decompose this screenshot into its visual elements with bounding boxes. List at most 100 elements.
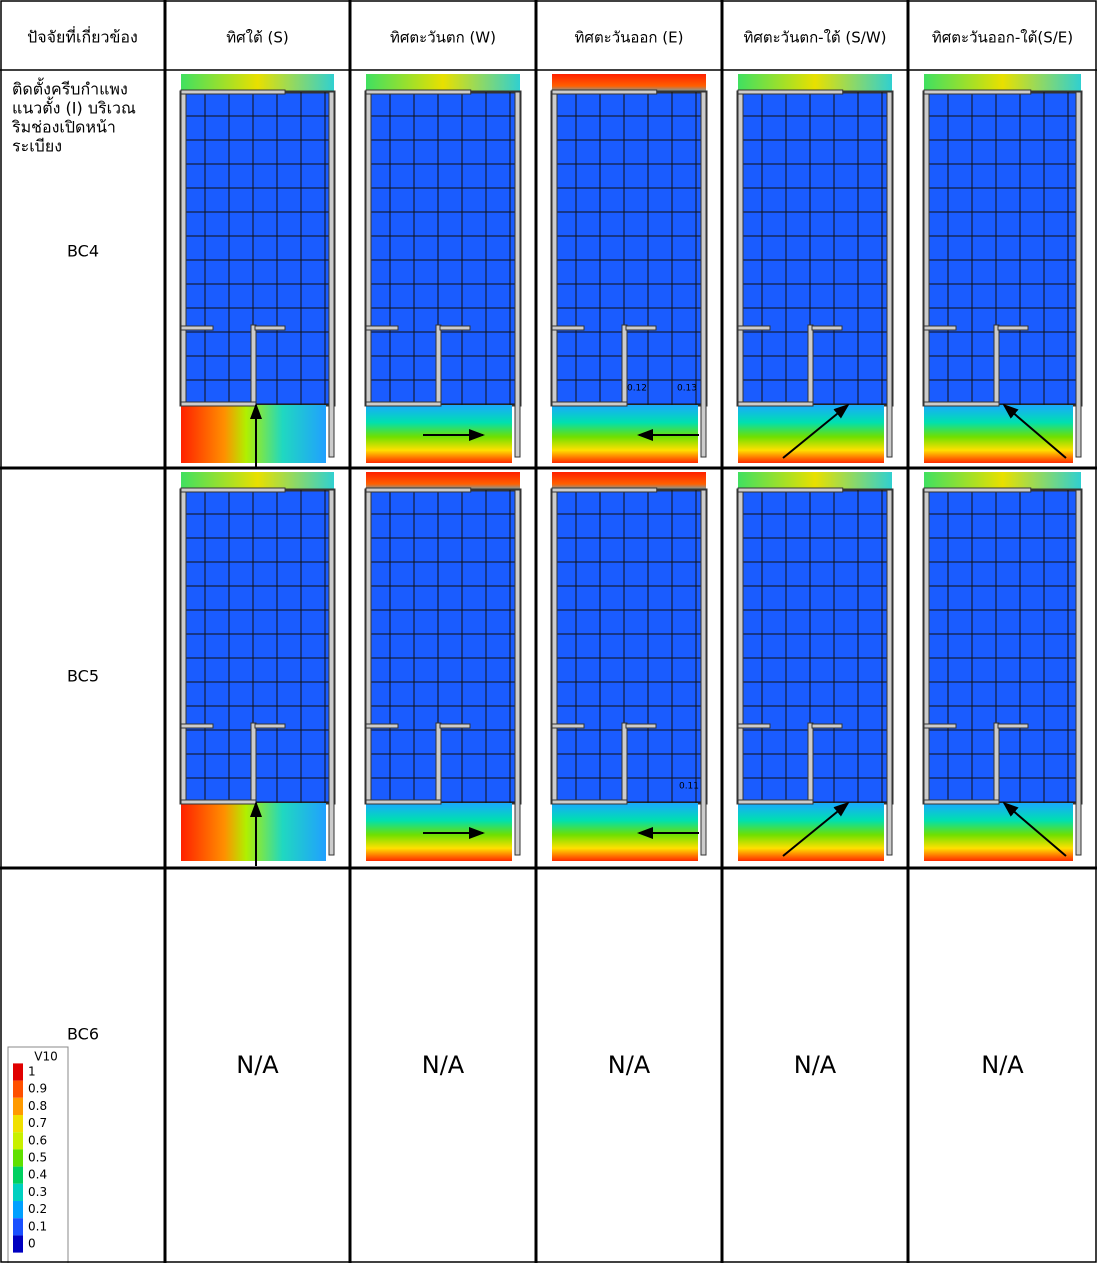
bottom-zone — [181, 405, 326, 463]
wall — [255, 326, 285, 330]
legend-swatch — [13, 1167, 23, 1184]
room — [366, 92, 520, 405]
legend-label: 0.8 — [28, 1099, 47, 1113]
room — [181, 92, 334, 405]
legend-swatch — [13, 1184, 23, 1201]
value-label: 0.12 — [627, 384, 647, 394]
description: ระเบียง — [12, 137, 62, 156]
value-label: 0.13 — [677, 384, 697, 394]
wall — [701, 92, 706, 457]
wall — [808, 723, 813, 803]
cfd-plot — [924, 472, 1081, 861]
wall — [808, 325, 813, 405]
wall — [701, 490, 706, 855]
bottom-zone — [181, 803, 326, 861]
room — [552, 92, 706, 405]
description: ริมช่องเปิดหน้า — [12, 118, 116, 137]
wall — [738, 490, 743, 803]
wall — [626, 326, 656, 330]
wall — [436, 723, 441, 803]
bottom-zone — [924, 405, 1073, 463]
na-cell: N/A — [236, 1051, 279, 1079]
wall — [622, 723, 627, 803]
wall — [812, 724, 842, 728]
header-cell: ทิศตะวันออก-ใต้(S/E) — [932, 29, 1073, 47]
legend-label: 0.7 — [28, 1116, 47, 1130]
legend-label: 0 — [28, 1237, 36, 1251]
legend-swatch — [13, 1201, 23, 1218]
legend-swatch — [13, 1149, 23, 1166]
wall — [626, 724, 656, 728]
legend-swatch — [13, 1081, 23, 1098]
wall — [181, 90, 285, 94]
header-cell: ปัจจัยที่เกี่ยวข้อง — [27, 26, 138, 47]
description: ติดตั้งครีบกำแพง — [12, 78, 128, 99]
wall — [887, 490, 892, 855]
wall — [552, 490, 557, 803]
wall — [515, 490, 520, 855]
page: ปัจจัยที่เกี่ยวข้อง ทิศใต้ (S) ทิศตะวันตก … — [0, 0, 1097, 1263]
wall — [738, 800, 813, 804]
wall — [366, 402, 441, 406]
cfd-plot — [366, 74, 520, 463]
wall — [181, 402, 256, 406]
wall — [366, 488, 471, 492]
wall — [552, 724, 584, 728]
wall — [924, 402, 999, 406]
legend-swatch — [13, 1235, 23, 1252]
na-cell: N/A — [608, 1051, 651, 1079]
wall — [812, 326, 842, 330]
wall — [436, 325, 441, 405]
legend-label: 1 — [28, 1065, 36, 1079]
bottom-zone — [924, 803, 1073, 861]
wall — [552, 800, 627, 804]
legend-label: 0.9 — [28, 1082, 47, 1096]
wall — [998, 326, 1028, 330]
header-cell: ทิศใต้ (S) — [226, 29, 288, 47]
na-cell: N/A — [422, 1051, 465, 1079]
wall — [181, 92, 186, 405]
case-label: BC6 — [67, 1025, 99, 1044]
wall — [924, 800, 999, 804]
cfd-plot — [366, 472, 520, 861]
cfd-plot — [181, 74, 334, 468]
wall — [251, 723, 256, 803]
wall — [552, 92, 557, 405]
cfd-plot: 0.12 0.13 — [552, 74, 706, 463]
wall — [366, 800, 441, 804]
wall — [552, 488, 657, 492]
cfd-plot — [738, 472, 892, 861]
wall — [181, 800, 256, 804]
room — [366, 490, 520, 803]
legend-label: 0.1 — [28, 1219, 47, 1233]
na-cell: N/A — [981, 1051, 1024, 1079]
header-cell: ทิศตะวันตก (W) — [390, 29, 496, 47]
wall — [924, 490, 929, 803]
wall — [1076, 92, 1081, 457]
wall — [552, 402, 627, 406]
wall — [924, 326, 956, 330]
case-label: BC4 — [67, 242, 99, 261]
wall — [998, 724, 1028, 728]
header-cell: ทิศตะวันตก-ใต้ (S/W) — [743, 29, 886, 47]
legend-title: V10 — [34, 1050, 57, 1064]
wall — [738, 488, 843, 492]
wall — [552, 90, 657, 94]
wall — [738, 90, 843, 94]
wall — [366, 92, 371, 405]
legend-label: 0.3 — [28, 1185, 47, 1199]
wall — [738, 326, 770, 330]
wall — [329, 92, 334, 457]
cfd-plot: 0.11 — [552, 472, 706, 861]
case-label: BC5 — [67, 667, 99, 686]
cfd-plot — [181, 472, 334, 866]
room — [738, 490, 892, 803]
room — [738, 92, 892, 405]
wall — [738, 724, 770, 728]
wall — [329, 490, 334, 855]
wall — [552, 326, 584, 330]
wall — [181, 490, 186, 803]
wall — [181, 488, 285, 492]
wall — [181, 326, 213, 330]
legend: V1010.90.80.70.60.50.40.30.20.10 — [8, 1047, 68, 1263]
